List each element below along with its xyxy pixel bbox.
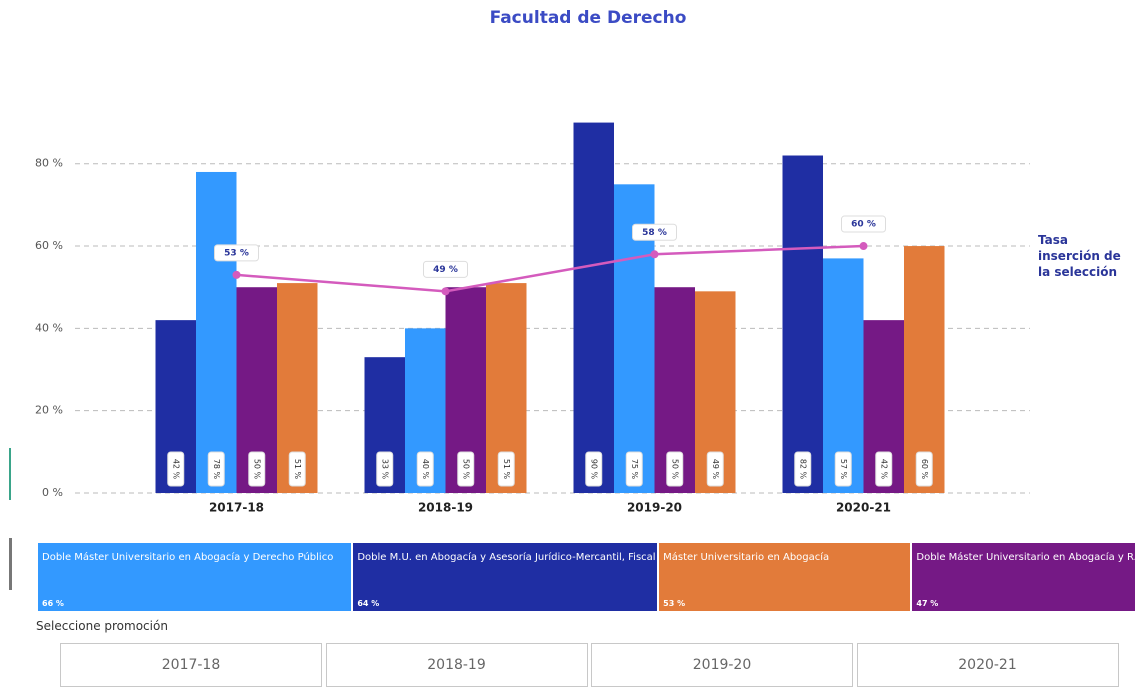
- x-tick-label: 2020-21: [836, 501, 891, 515]
- data-label-box: [457, 451, 475, 487]
- data-label: 33 %: [380, 459, 389, 480]
- data-label-box: [794, 451, 812, 487]
- y-tick-label: 60 %: [35, 239, 63, 252]
- line-label: 58 %: [642, 228, 667, 238]
- data-label: 42 %: [171, 459, 180, 480]
- data-label-box: [875, 451, 893, 487]
- data-label: 75 %: [630, 459, 639, 480]
- data-label-box: [625, 451, 643, 487]
- y-tick-label: 20 %: [35, 404, 63, 417]
- accent-green: [9, 448, 11, 500]
- line-point: [441, 287, 450, 296]
- tile: Doble M.U. en Abogacía y Asesoría Jurídi…: [353, 543, 660, 611]
- data-label-box: [167, 451, 185, 487]
- bar: [196, 171, 237, 493]
- data-label-box: [497, 451, 515, 487]
- data-label-box: [416, 451, 434, 487]
- line-point: [859, 242, 868, 251]
- data-label: 51 %: [502, 459, 511, 480]
- line-label: 60 %: [851, 220, 876, 230]
- data-label-box: [288, 451, 306, 487]
- line-point: [650, 250, 659, 259]
- tile-name: Doble M.U. en Abogacía y Asesoría Jurídi…: [357, 552, 660, 563]
- bar: [782, 155, 823, 494]
- line-label-box: [214, 244, 259, 262]
- data-label: 42 %: [879, 459, 888, 480]
- data-label-box: [706, 451, 724, 487]
- slicer-button[interactable]: 2017-18: [60, 643, 322, 687]
- tile-name: Doble Máster Universitario en Abogacía y…: [42, 552, 334, 563]
- x-tick-label: 2018-19: [418, 501, 473, 515]
- data-label: 50 %: [670, 459, 679, 480]
- data-label: 57 %: [839, 459, 848, 480]
- line-point: [232, 270, 241, 279]
- line: [236, 244, 864, 293]
- chart: Facultad de Derecho 0 % 20 % 40 % 60 % 80 % 2…: [35, 8, 1030, 515]
- line-label: 49 %: [433, 265, 458, 275]
- data-label: 90 %: [589, 459, 598, 480]
- data-label-box: [915, 451, 933, 487]
- data-label: 51 %: [293, 459, 302, 480]
- slicer-button[interactable]: 2020-21: [856, 643, 1119, 687]
- data-label: 78 %: [212, 459, 221, 480]
- y-tick-label: 40 %: [35, 321, 63, 334]
- tile-value: 64 %: [357, 599, 380, 608]
- data-label: 82 %: [798, 459, 807, 480]
- tile-value: 47 %: [916, 599, 939, 608]
- line-label: Tasa inserción de la selección: [1038, 233, 1121, 279]
- tile: Doble Máster Universitario en Abogacía y…: [38, 543, 354, 611]
- data-label-box: [207, 451, 225, 487]
- tile: Doble Máster Universitario en Abogacía y…: [912, 543, 1137, 611]
- accent-gray: [9, 538, 12, 590]
- y-tick-label: 0 %: [42, 486, 63, 499]
- chart-title: Facultad de Derecho: [490, 8, 687, 28]
- slicer-title: Seleccione promoción: [36, 619, 168, 633]
- line-label-box: [423, 260, 468, 278]
- x-tick-label: 2019-20: [627, 501, 682, 515]
- line-label-box: [632, 223, 677, 241]
- data-label-box: [585, 451, 603, 487]
- data-label: 49 %: [711, 459, 720, 480]
- data-label: 50 %: [252, 459, 261, 480]
- tile-name: Doble Máster Universitario en Abogacía y…: [916, 552, 1137, 563]
- data-label: 50 %: [461, 459, 470, 480]
- y-tick-label: 80 %: [35, 157, 63, 170]
- tile: Máster Universitario en Abogacía 53 %: [659, 543, 913, 611]
- line-label-box: [841, 215, 886, 233]
- data-label-box: [834, 451, 852, 487]
- bar: [573, 122, 614, 493]
- tile-value: 66 %: [42, 599, 64, 608]
- data-label-box: [666, 451, 684, 487]
- data-label: 60 %: [920, 459, 929, 480]
- x-tick-label: 2017-18: [209, 501, 264, 515]
- data-label: 40 %: [421, 459, 430, 480]
- tile-value: 53 %: [663, 599, 686, 608]
- line-label: 53 %: [224, 248, 249, 258]
- slicer-button[interactable]: 2018-19: [325, 643, 588, 687]
- data-label-box: [376, 451, 394, 487]
- tiles: Doble Máster Universitario en Abogacía y…: [38, 543, 1137, 611]
- slicer-button[interactable]: 2019-20: [591, 643, 853, 687]
- data-label-box: [248, 451, 266, 487]
- tile-name: Máster Universitario en Abogacía: [663, 552, 830, 563]
